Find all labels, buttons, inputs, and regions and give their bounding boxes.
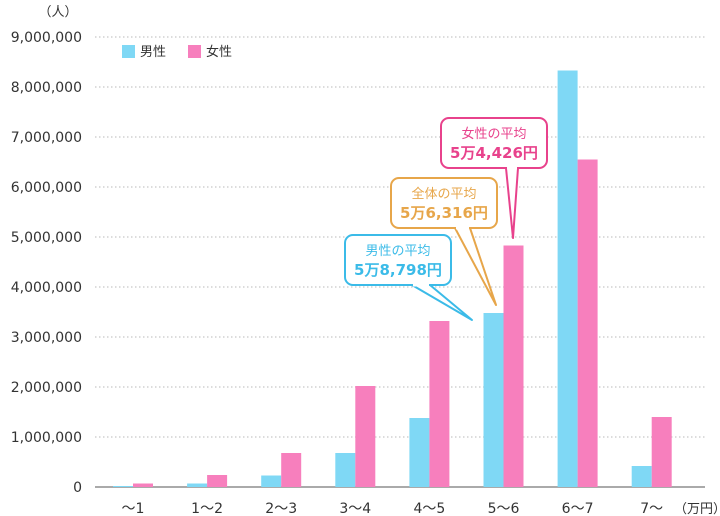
bar-male-5	[483, 313, 504, 487]
bar-female-6	[577, 159, 598, 487]
x-tick-labels: 〜1 1〜2 2〜3 3〜4 4〜5 5〜6 6〜7 7〜	[122, 501, 664, 516]
callout-0: 男性の平均 5万8,798円	[344, 234, 473, 321]
callout-title: 女性の平均	[461, 126, 526, 142]
x-tick-label: 2〜3	[265, 501, 297, 516]
legend-swatch-0	[122, 45, 135, 58]
callout-tail	[454, 227, 497, 306]
y-tick-label: 9,000,000	[11, 30, 82, 46]
y-tick-label: 2,000,000	[11, 380, 82, 396]
legend-label-0: 男性	[140, 45, 166, 60]
y-tick-label: 5,000,000	[11, 230, 82, 246]
bar-female-0	[133, 483, 153, 487]
callout-1: 全体の平均 5万6,316円	[390, 177, 498, 306]
bar-female-7	[651, 417, 672, 487]
legend: 男性 女性	[122, 44, 232, 60]
x-tick-label: 5〜6	[488, 501, 520, 516]
callout-2: 女性の平均 5万4,426円	[440, 117, 548, 239]
x-tick-label: 7〜	[640, 501, 663, 516]
x-tick-label: 〜1	[122, 501, 145, 516]
callout-title: 男性の平均	[365, 244, 430, 259]
x-tick-label: 1〜2	[191, 501, 223, 516]
y-tick-labels: 0 1,000,000 2,000,000 3,000,000 4,000,000 5,0…	[11, 30, 82, 496]
callout-value: 5万6,316円	[400, 204, 488, 222]
callout-box	[440, 117, 548, 169]
bars	[113, 70, 672, 487]
callout-value: 5万4,426円	[450, 144, 538, 162]
y-tick-label: 4,000,000	[11, 280, 82, 296]
y-tick-label: 6,000,000	[11, 180, 82, 196]
callout-tail	[505, 167, 519, 239]
callout-tail	[411, 284, 473, 321]
callout-box	[390, 177, 498, 229]
callout-value: 5万8,798円	[354, 261, 442, 279]
bar-female-3	[355, 386, 376, 487]
legend-label-1: 女性	[206, 44, 232, 60]
bar-female-2	[281, 453, 302, 487]
y-tick-label: 3,000,000	[11, 330, 82, 346]
x-unit-label: （万円）	[674, 502, 720, 516]
bar-female-4	[429, 321, 450, 487]
callout-box	[344, 234, 452, 286]
y-tick-label: 0	[73, 480, 82, 496]
legend-swatch-1	[188, 45, 201, 58]
x-tick-label: 4〜5	[413, 501, 445, 516]
bar-female-1	[207, 475, 228, 487]
y-tick-label: 1,000,000	[11, 430, 82, 446]
bar-male-1	[187, 483, 208, 487]
bar-male-0	[113, 486, 133, 487]
callout-title: 全体の平均	[411, 186, 476, 202]
bar-male-3	[335, 453, 356, 487]
y-tick-label: 7,000,000	[11, 130, 82, 146]
y-unit-label: （人）	[38, 5, 77, 20]
bar-male-6	[557, 70, 578, 487]
y-tick-label: 8,000,000	[11, 80, 82, 96]
bar-male-2	[261, 475, 282, 487]
bar-male-7	[631, 466, 652, 487]
x-tick-label: 6〜7	[562, 501, 594, 516]
x-tick-label: 3〜4	[339, 501, 371, 516]
callouts: 男性の平均 5万8,798円 全体の平均 5万6,316円 女性の平均 5万4,426円	[344, 117, 548, 321]
bar-female-5	[503, 245, 524, 487]
bar-male-4	[409, 418, 430, 487]
